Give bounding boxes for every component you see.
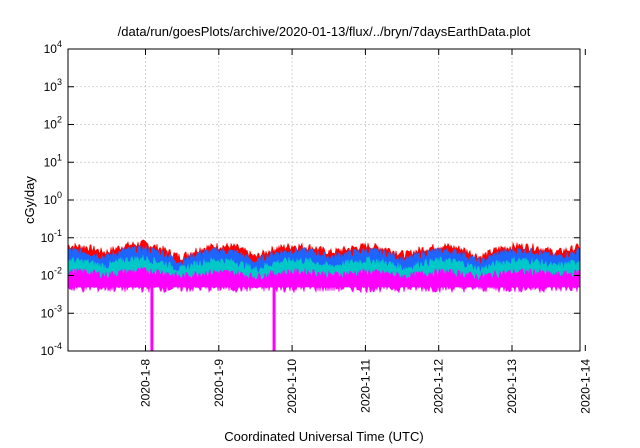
dropout-spike xyxy=(150,286,154,351)
x-tick-label: 2020-1-12 xyxy=(432,359,446,414)
y-tick-label: 101 xyxy=(44,152,62,169)
y-axis: 10-4 10-3 10-2 10-1 100 101 102 103 104 xyxy=(41,39,580,358)
y-tick-label: 10-2 xyxy=(41,266,62,283)
series-area xyxy=(67,267,581,288)
data-series xyxy=(67,239,581,351)
x-tick-label: 2020-1-9 xyxy=(212,359,226,407)
y-tick-label: 102 xyxy=(44,115,62,132)
chart-title: /data/run/goesPlots/archive/2020-01-13/f… xyxy=(118,24,531,39)
x-axis: 2020-1-8 2020-1-9 2020-1-10 2020-1-11 2020-1… xyxy=(139,49,592,414)
x-tick-label: 2020-1-10 xyxy=(285,359,299,414)
y-tick-label: 10-1 xyxy=(41,228,62,245)
grid-lines xyxy=(68,49,580,351)
series-floor-band xyxy=(67,282,581,294)
y-tick-label: 103 xyxy=(44,77,62,94)
y-axis-label: cGy/day xyxy=(22,176,37,224)
x-tick-label: 2020-1-14 xyxy=(578,359,592,414)
x-tick-label: 2020-1-13 xyxy=(505,359,519,414)
x-tick-label: 2020-1-8 xyxy=(139,359,153,407)
y-tick-label: 10-4 xyxy=(41,341,62,358)
dropout-spike xyxy=(272,286,276,351)
x-tick-label: 2020-1-11 xyxy=(358,359,372,413)
y-tick-label: 100 xyxy=(44,190,62,207)
y-tick-label: 10-3 xyxy=(41,303,62,320)
x-axis-label: Coordinated Universal Time (UTC) xyxy=(224,429,423,444)
y-tick-label: 104 xyxy=(44,39,62,56)
